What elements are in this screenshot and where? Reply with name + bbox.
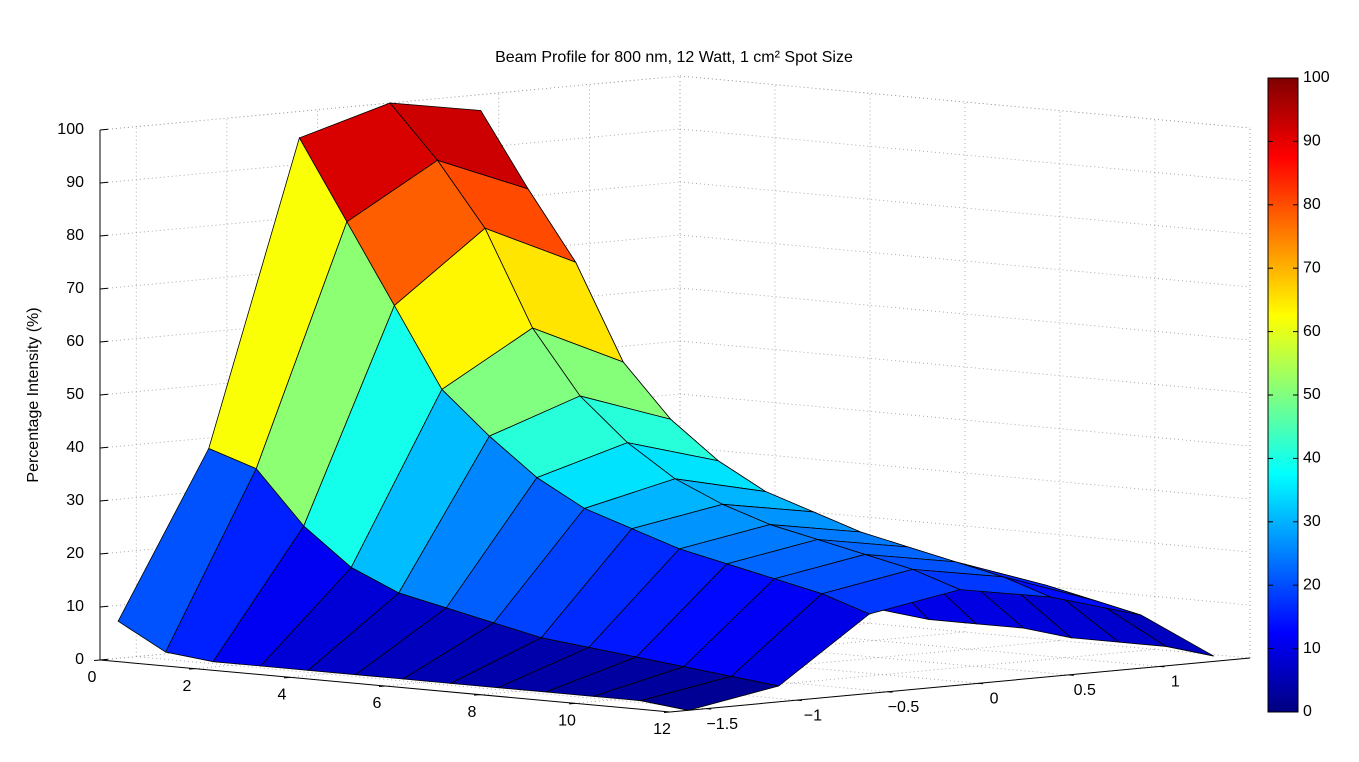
x-tick (378, 685, 386, 687)
colorbar-tick-label: 10 (1303, 640, 1321, 657)
colorbar-tick-label: 0 (1303, 703, 1312, 720)
z-axis-label: Percentage Intensity (%) (25, 307, 42, 482)
x-tick-label: 12 (653, 721, 671, 738)
z-tick (99, 128, 109, 131)
x-tick-label: 2 (183, 678, 192, 695)
y-tick-label: 1 (1171, 674, 1180, 691)
y-tick-label: 0 (990, 691, 999, 708)
z-tick-label: 0 (75, 651, 84, 668)
z-tick-label: 10 (66, 598, 84, 615)
y-tick (978, 682, 984, 685)
z-tick-label: 100 (57, 121, 84, 138)
z-tick (99, 393, 109, 396)
z-tick (99, 340, 109, 343)
colorbar-tick-label: 60 (1303, 323, 1321, 340)
grid-line (679, 499, 1251, 553)
chart-title: Beam Profile for 800 nm, 12 Watt, 1 cm² … (495, 49, 853, 66)
colorbar-tick-label: 30 (1303, 513, 1321, 530)
x-tick-label: 0 (88, 669, 97, 686)
z-tick (99, 181, 109, 184)
z-tick (99, 605, 109, 608)
colorbar-tick-label: 20 (1303, 576, 1321, 593)
colorbar-tick-label: 70 (1303, 259, 1321, 276)
grid-line (679, 446, 1251, 500)
x-tick (93, 659, 101, 661)
grid-line (408, 630, 979, 684)
z-tick (99, 446, 109, 449)
y-tick (887, 691, 893, 693)
y-tick-label: 0.5 (1074, 682, 1096, 699)
colorbar-tick-label: 50 (1303, 386, 1321, 403)
x-tick-label: 4 (278, 687, 287, 704)
x-tick (663, 711, 671, 713)
x-tick (568, 702, 576, 705)
z-tick-label: 40 (66, 439, 84, 456)
colorbar-tick-label: 90 (1303, 133, 1321, 150)
wall-edge (679, 75, 1251, 129)
y-tick (796, 699, 802, 702)
z-tick (99, 552, 109, 555)
z-tick (99, 234, 109, 237)
y-axis (669, 657, 1251, 713)
x-tick (188, 668, 196, 670)
colorbar: 0 10 20 30 40 50 60 70 80 90 100 (1267, 69, 1330, 720)
grid-line (679, 393, 1251, 447)
z-tick-label: 30 (66, 492, 84, 509)
y-tick (706, 708, 712, 710)
z-tick-label: 80 (66, 227, 84, 244)
surface-patch (640, 675, 779, 711)
y-tick (1068, 674, 1074, 676)
z-tick-label: 50 (66, 386, 84, 403)
x-tick-label: 6 (373, 695, 382, 712)
y-tick-label: −1.5 (706, 716, 738, 733)
colorbar-tick-label: 80 (1303, 196, 1321, 213)
surface (117, 102, 1214, 711)
grid-line (589, 614, 1160, 667)
y-tick-label: −0.5 (888, 699, 920, 716)
x-tick-label: 10 (558, 713, 576, 730)
z-tick (99, 287, 109, 290)
x-tick-label: 8 (468, 704, 477, 721)
y-tick-label: −1 (804, 707, 822, 724)
z-tick-label: 20 (66, 545, 84, 562)
z-tick (99, 658, 109, 661)
colorbar-tick-label: 40 (1303, 450, 1321, 467)
x-tick (473, 694, 481, 696)
y-tick (1159, 665, 1165, 668)
z-tick-label: 90 (66, 174, 84, 191)
z-tick-label: 60 (66, 333, 84, 350)
grid-line (679, 181, 1251, 235)
x-tick (283, 676, 291, 679)
grid-line (679, 287, 1251, 341)
z-tick (99, 499, 109, 502)
colorbar-tick-label: 100 (1303, 69, 1330, 86)
grid-line (317, 639, 888, 693)
z-tick-label: 70 (66, 280, 84, 297)
grid-line (679, 234, 1251, 288)
